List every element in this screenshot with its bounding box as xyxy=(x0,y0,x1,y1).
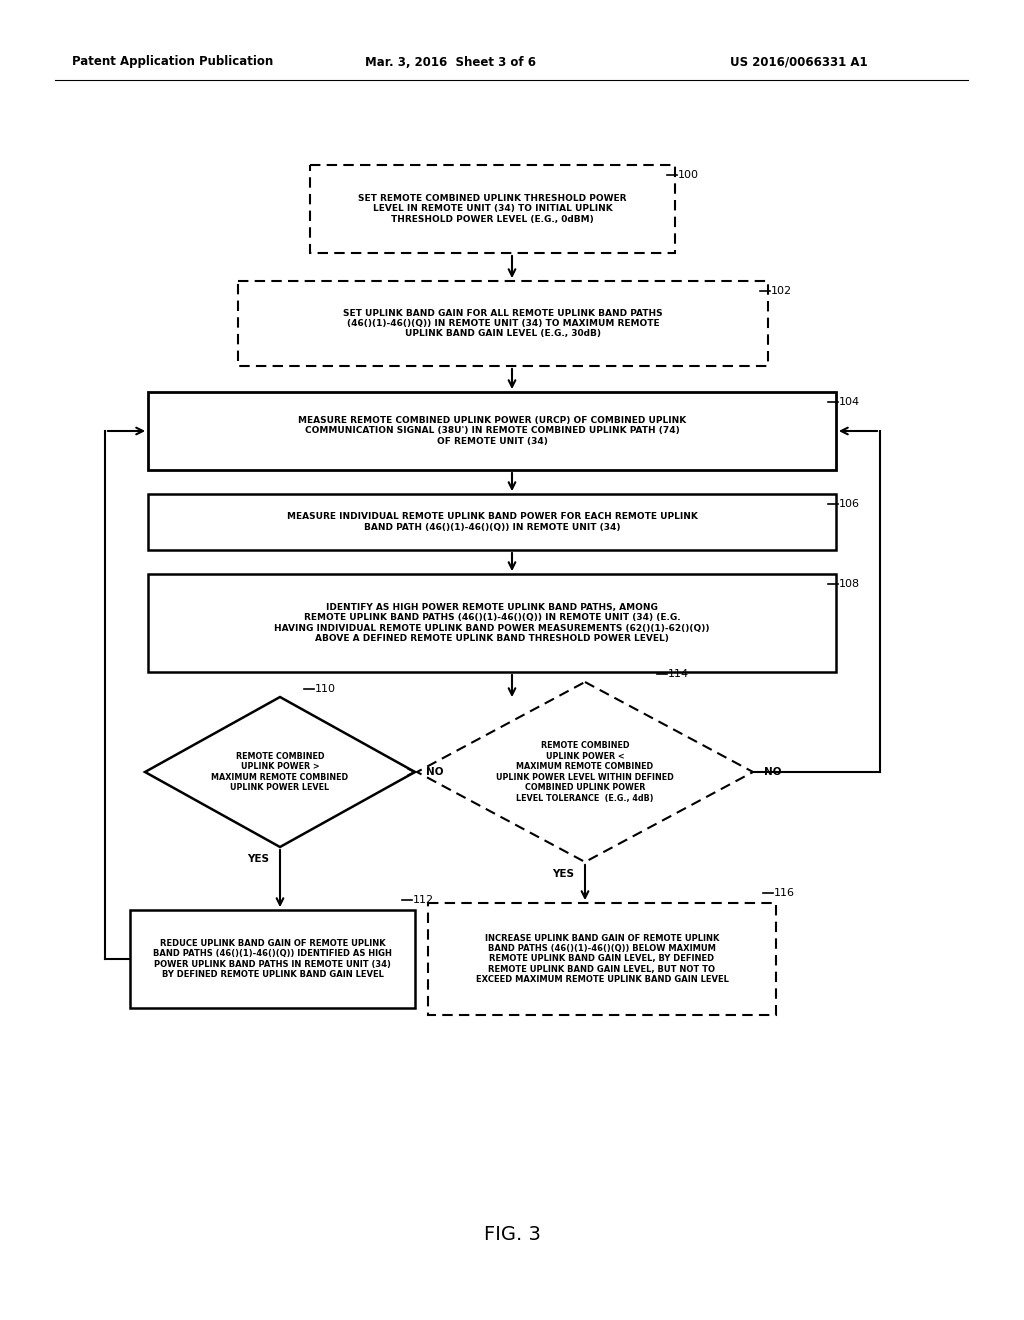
Text: US 2016/0066331 A1: US 2016/0066331 A1 xyxy=(730,55,867,69)
Text: NO: NO xyxy=(426,767,443,777)
Polygon shape xyxy=(145,697,415,847)
FancyBboxPatch shape xyxy=(148,574,836,672)
FancyBboxPatch shape xyxy=(238,281,768,366)
FancyBboxPatch shape xyxy=(148,494,836,550)
Text: Mar. 3, 2016  Sheet 3 of 6: Mar. 3, 2016 Sheet 3 of 6 xyxy=(365,55,536,69)
Text: 102: 102 xyxy=(771,286,793,296)
Text: 112: 112 xyxy=(413,895,434,906)
Text: REMOTE COMBINED
UPLINK POWER >
MAXIMUM REMOTE COMBINED
UPLINK POWER LEVEL: REMOTE COMBINED UPLINK POWER > MAXIMUM R… xyxy=(211,752,348,792)
Text: 104: 104 xyxy=(839,397,860,407)
Text: 114: 114 xyxy=(668,669,689,678)
Text: 116: 116 xyxy=(774,888,795,898)
Text: REDUCE UPLINK BAND GAIN OF REMOTE UPLINK
BAND PATHS (46()(1)-46()(Q)) IDENTIFIED: REDUCE UPLINK BAND GAIN OF REMOTE UPLINK… xyxy=(153,939,392,979)
Polygon shape xyxy=(417,682,753,862)
Text: FIG. 3: FIG. 3 xyxy=(483,1225,541,1245)
Text: YES: YES xyxy=(247,854,269,865)
Text: Patent Application Publication: Patent Application Publication xyxy=(72,55,273,69)
Text: 106: 106 xyxy=(839,499,860,510)
Text: MEASURE REMOTE COMBINED UPLINK POWER (URCP) OF COMBINED UPLINK
COMMUNICATION SIG: MEASURE REMOTE COMBINED UPLINK POWER (UR… xyxy=(298,416,686,446)
Text: YES: YES xyxy=(552,869,574,879)
FancyBboxPatch shape xyxy=(310,165,675,253)
Text: SET UPLINK BAND GAIN FOR ALL REMOTE UPLINK BAND PATHS
(46()(1)-46()(Q)) IN REMOT: SET UPLINK BAND GAIN FOR ALL REMOTE UPLI… xyxy=(343,309,663,338)
Text: NO: NO xyxy=(764,767,781,777)
Text: SET REMOTE COMBINED UPLINK THRESHOLD POWER
LEVEL IN REMOTE UNIT (34) TO INITIAL : SET REMOTE COMBINED UPLINK THRESHOLD POW… xyxy=(358,194,627,224)
Text: 108: 108 xyxy=(839,579,860,589)
FancyBboxPatch shape xyxy=(130,909,415,1008)
FancyBboxPatch shape xyxy=(148,392,836,470)
Text: 100: 100 xyxy=(678,170,699,180)
Text: REMOTE COMBINED
UPLINK POWER <
MAXIMUM REMOTE COMBINED
UPLINK POWER LEVEL WITHIN: REMOTE COMBINED UPLINK POWER < MAXIMUM R… xyxy=(496,742,674,803)
Text: 110: 110 xyxy=(315,684,336,694)
Text: INCREASE UPLINK BAND GAIN OF REMOTE UPLINK
BAND PATHS (46()(1)-46()(Q)) BELOW MA: INCREASE UPLINK BAND GAIN OF REMOTE UPLI… xyxy=(475,933,728,985)
Text: IDENTIFY AS HIGH POWER REMOTE UPLINK BAND PATHS, AMONG
REMOTE UPLINK BAND PATHS : IDENTIFY AS HIGH POWER REMOTE UPLINK BAN… xyxy=(274,603,710,643)
Text: MEASURE INDIVIDUAL REMOTE UPLINK BAND POWER FOR EACH REMOTE UPLINK
BAND PATH (46: MEASURE INDIVIDUAL REMOTE UPLINK BAND PO… xyxy=(287,512,697,532)
FancyBboxPatch shape xyxy=(428,903,776,1015)
